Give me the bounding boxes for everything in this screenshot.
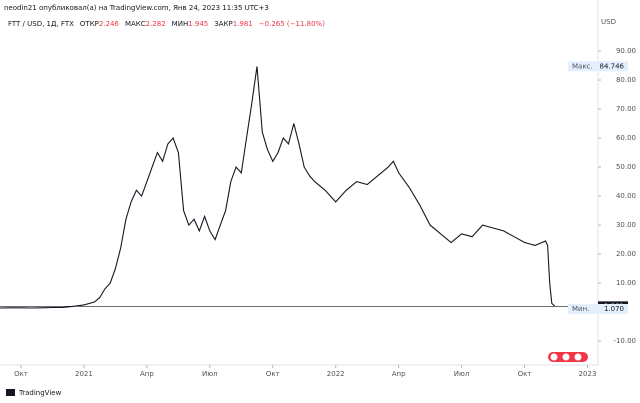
x-tick-label: Апр [140,370,154,378]
x-tick-label: 2022 [327,370,345,378]
min-label: Мин. [572,305,589,313]
symbol: FTT / USD, 1Д, FTX [8,20,74,28]
ohlc-label: ЗАКР [214,20,232,28]
max-label: Макс. [572,62,593,70]
min-box [568,304,628,315]
symbol-legend: FTT / USD, 1Д, FTX ОТКР2.246 МАКС2.282 МИН1… [8,20,325,28]
x-tick-label: Окт [14,370,28,378]
x-tick-label: 2021 [75,370,93,378]
ohlc-value: 1.981 [233,20,253,28]
change: −0.265 (−11.80%) [259,20,325,28]
x-tick-label: Апр [392,370,406,378]
y-tick-label: 30.00 [616,221,636,229]
ohlc-label: ОТКР [80,20,99,28]
ohlc-value: 2.246 [99,20,120,28]
y-tick-label: 50.00 [616,163,636,171]
brand: TradingView [18,389,62,397]
y-tick-label: 70.00 [616,105,636,113]
y-tick-label: 60.00 [616,134,636,142]
max-value: 84.746 [600,62,625,70]
y-tick-label: -10.00 [613,337,636,345]
brand-logo [6,389,15,396]
ohlc-value: 2.282 [146,20,166,28]
x-tick-label: 2023 [579,370,597,378]
publisher: neodin21 опубликовал(а) на TradingView.c… [4,4,269,12]
y-tick-label: 10.00 [616,279,636,287]
x-tick-label: Июл [202,370,218,378]
max-box [568,61,628,72]
currency: USD [601,18,616,26]
y-tick-label: 90.00 [616,47,636,55]
y-tick-label: 80.00 [616,76,636,84]
y-tick-label: 20.00 [616,250,636,258]
y-tick-label: 40.00 [616,192,636,200]
ohlc-label: МИН [172,20,189,28]
x-tick-label: Июл [454,370,470,378]
ohlc-value: 1.945 [188,20,208,28]
ohlc-label: МАКС [125,20,146,28]
x-tick-label: Окт [266,370,280,378]
x-tick-label: Окт [518,370,532,378]
flag-icon [548,352,588,362]
min-value: 1.070 [604,305,624,313]
price-line [0,66,556,309]
